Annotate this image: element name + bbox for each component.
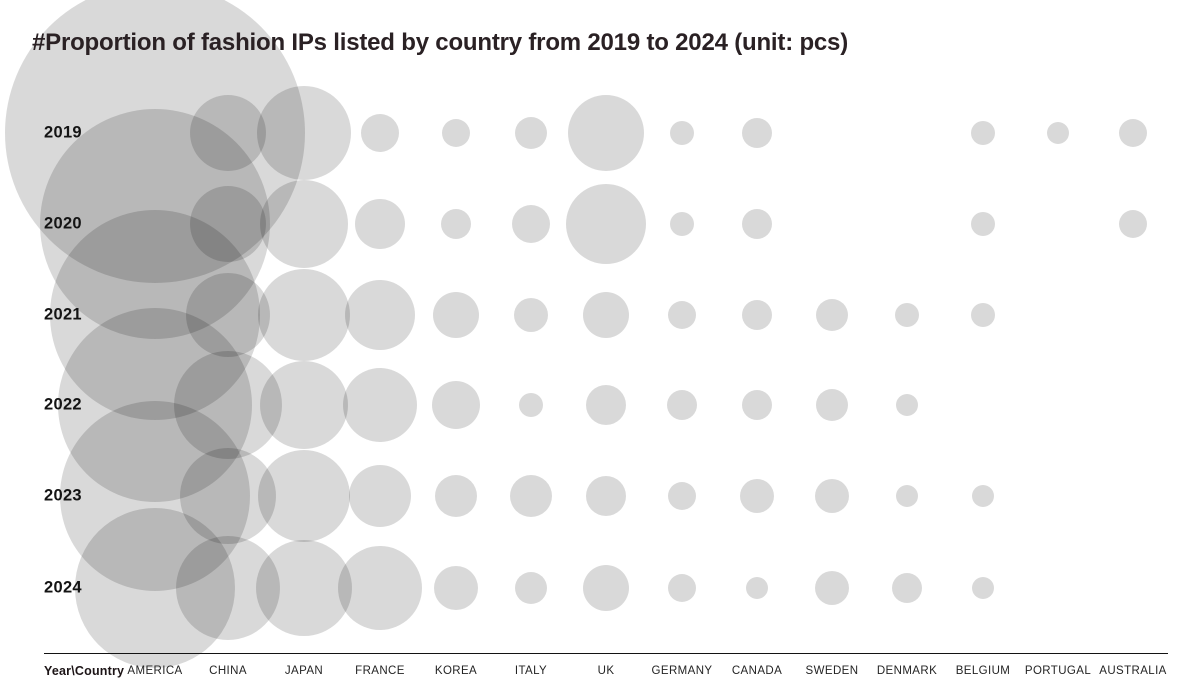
bubble-2021-denmark bbox=[895, 303, 919, 327]
bubble-2020-china bbox=[190, 186, 266, 262]
bubble-2020-korea bbox=[441, 209, 471, 239]
bubble-2021-germany bbox=[668, 301, 696, 329]
bubble-2021-japan bbox=[258, 269, 350, 361]
bubble-2020-france bbox=[355, 199, 405, 249]
x-axis-label-germany: GERMANY bbox=[651, 665, 713, 677]
bubble-2020-australia bbox=[1119, 210, 1147, 238]
x-axis-label-portugal: PORTUGAL bbox=[1024, 665, 1092, 677]
bubble-2019-germany bbox=[670, 121, 694, 145]
bubble-2020-canada bbox=[742, 209, 772, 239]
x-axis-label-denmark: DENMARK bbox=[876, 665, 938, 677]
x-axis-label-japan: JAPAN bbox=[284, 665, 324, 677]
bubble-2021-france bbox=[345, 280, 415, 350]
bubble-2023-germany bbox=[668, 482, 696, 510]
bubble-2019-australia bbox=[1119, 119, 1147, 147]
bubble-2023-italy bbox=[510, 475, 552, 517]
bubble-2024-uk bbox=[583, 565, 629, 611]
bubble-2023-japan bbox=[258, 450, 350, 542]
bubble-2022-denmark bbox=[896, 394, 918, 416]
bubble-2023-france bbox=[349, 465, 411, 527]
y-axis-label-2023: 2023 bbox=[44, 486, 82, 505]
bubble-2022-china bbox=[174, 351, 282, 459]
bubble-2023-denmark bbox=[896, 485, 918, 507]
bubble-2024-korea bbox=[434, 566, 478, 610]
bubble-2022-sweden bbox=[816, 389, 848, 421]
bubble-2024-china bbox=[176, 536, 280, 640]
x-axis-label-sweden: SWEDEN bbox=[805, 665, 859, 677]
bubble-2021-sweden bbox=[816, 299, 848, 331]
bubble-2020-italy bbox=[512, 205, 550, 243]
bubble-2019-belgium bbox=[971, 121, 995, 145]
y-axis-label-2021: 2021 bbox=[44, 305, 82, 324]
bubble-2022-italy bbox=[519, 393, 543, 417]
bubble-2019-canada bbox=[742, 118, 772, 148]
bubble-2024-denmark bbox=[892, 573, 922, 603]
x-axis-label-belgium: BELGIUM bbox=[955, 665, 1011, 677]
x-axis-label-korea: KOREA bbox=[434, 665, 478, 677]
x-axis-label-china: CHINA bbox=[209, 665, 247, 677]
bubble-2021-belgium bbox=[971, 303, 995, 327]
bubble-2024-belgium bbox=[972, 577, 994, 599]
bubble-2023-korea bbox=[435, 475, 477, 517]
bubble-2021-canada bbox=[742, 300, 772, 330]
bubble-2021-america bbox=[50, 210, 260, 420]
bubble-2024-japan bbox=[256, 540, 352, 636]
bubble-2019-america bbox=[5, 0, 305, 283]
bubble-2020-uk bbox=[566, 184, 646, 264]
bubble-2021-uk bbox=[583, 292, 629, 338]
bubble-2019-italy bbox=[515, 117, 547, 149]
bubble-2019-korea bbox=[442, 119, 470, 147]
x-axis-label-uk: UK bbox=[597, 665, 615, 677]
y-axis-label-2020: 2020 bbox=[44, 214, 82, 233]
bubble-2020-germany bbox=[670, 212, 694, 236]
chart-title: #Proportion of fashion IPs listed by cou… bbox=[32, 29, 849, 56]
x-axis-label-italy: ITALY bbox=[514, 665, 548, 677]
bubble-2024-italy bbox=[515, 572, 547, 604]
bubble-2023-uk bbox=[586, 476, 626, 516]
y-axis-label-2022: 2022 bbox=[44, 395, 82, 414]
bubble-2024-france bbox=[338, 546, 422, 630]
bubble-2021-italy bbox=[514, 298, 548, 332]
bubble-2019-japan bbox=[257, 86, 351, 180]
bubble-2024-sweden bbox=[815, 571, 849, 605]
y-axis-label-2019: 2019 bbox=[44, 123, 82, 142]
bubble-2021-china bbox=[186, 273, 270, 357]
bubble-2022-japan bbox=[260, 361, 348, 449]
bubble-2023-america bbox=[60, 401, 250, 591]
bubble-2024-canada bbox=[746, 577, 768, 599]
bubble-2022-uk bbox=[586, 385, 626, 425]
bubble-2020-belgium bbox=[971, 212, 995, 236]
x-axis-label-france: FRANCE bbox=[355, 665, 405, 677]
bubble-2023-canada bbox=[740, 479, 774, 513]
bubble-2019-portugal bbox=[1047, 122, 1069, 144]
bubble-2019-china bbox=[190, 95, 266, 171]
bubble-2024-germany bbox=[668, 574, 696, 602]
bubble-2024-america bbox=[75, 508, 235, 668]
x-axis-label-canada: CANADA bbox=[731, 665, 783, 677]
y-axis-label-2024: 2024 bbox=[44, 578, 82, 597]
axis-corner-label: Year\Country bbox=[44, 664, 125, 678]
bubble-2019-uk bbox=[568, 95, 644, 171]
bubble-2022-canada bbox=[742, 390, 772, 420]
bubble-2020-japan bbox=[260, 180, 348, 268]
bubble-2021-korea bbox=[433, 292, 479, 338]
bubble-2022-france bbox=[343, 368, 417, 442]
x-axis-label-america: AMERICA bbox=[127, 665, 183, 677]
bubble-2023-belgium bbox=[972, 485, 994, 507]
x-axis-line bbox=[44, 653, 1168, 654]
bubble-2022-america bbox=[58, 308, 252, 502]
bubble-2020-america bbox=[40, 109, 270, 339]
bubble-2023-sweden bbox=[815, 479, 849, 513]
bubble-2022-korea bbox=[432, 381, 480, 429]
bubble-2023-china bbox=[180, 448, 276, 544]
x-axis-label-australia: AUSTRALIA bbox=[1099, 665, 1167, 677]
bubble-2022-germany bbox=[667, 390, 697, 420]
bubble-2019-france bbox=[361, 114, 399, 152]
